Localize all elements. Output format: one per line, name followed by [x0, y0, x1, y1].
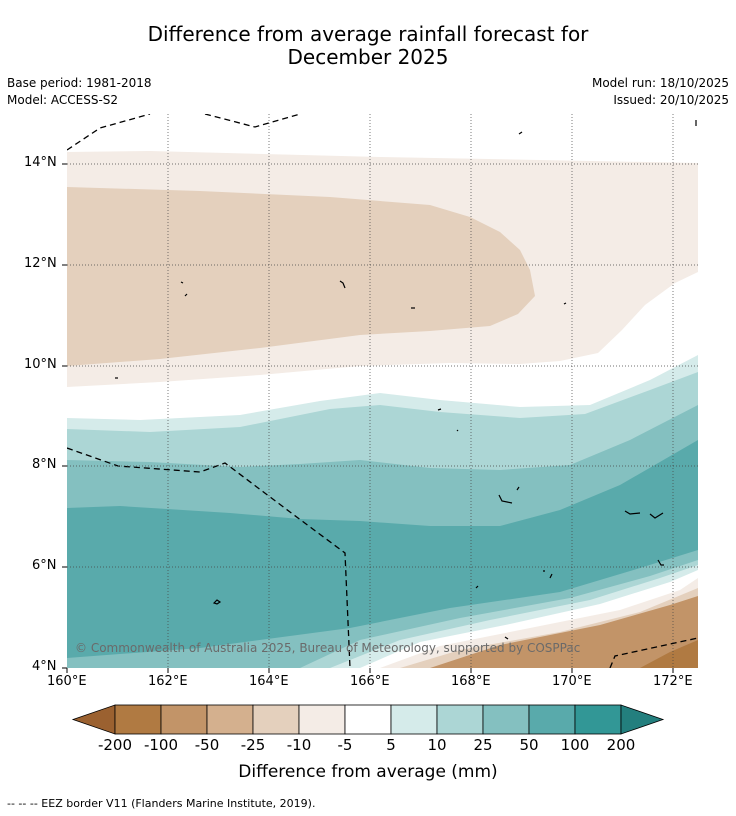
- colorbar-label: 50: [519, 736, 539, 754]
- contour-south-dry-50: [640, 640, 698, 668]
- colorbar-segment: [436, 704, 484, 735]
- eez-legend-note: -- -- -- EEZ border V11 (Flanders Marine…: [7, 797, 316, 810]
- colorbar-segment: [298, 704, 346, 735]
- colorbar-segment: [574, 704, 622, 735]
- axis-ticks: [62, 163, 674, 673]
- colorbar-segment: [528, 704, 576, 735]
- eez-border-north: [67, 114, 301, 151]
- colorbar-extend-low: [71, 704, 116, 735]
- map-contours: [67, 114, 698, 668]
- colorbar-label: -100: [143, 736, 179, 754]
- eez-border-south: [609, 637, 698, 668]
- lat-label-12n: 12°N: [24, 256, 57, 271]
- colorbar-label: 5: [386, 736, 396, 754]
- colorbar-label: 200: [606, 736, 636, 754]
- colorbar-title: Difference from average (mm): [238, 762, 498, 782]
- colorbar-label: 10: [427, 736, 447, 754]
- lon-label-168e: 168°E: [451, 674, 491, 689]
- lon-label-164e: 164°E: [249, 674, 289, 689]
- lon-label-162e: 162°E: [148, 674, 188, 689]
- contour-dry-moderate: [67, 187, 535, 366]
- base-period: Base period: 1981-2018: [7, 76, 152, 90]
- copyright-notice: © Commonwealth of Australia 2025, Bureau…: [75, 641, 581, 655]
- lon-label-170e: 170°E: [552, 674, 592, 689]
- contour-south-dry-25: [430, 596, 698, 668]
- lon-label-160e: 160°E: [47, 674, 87, 689]
- lat-label-8n: 8°N: [32, 457, 57, 472]
- colorbar-segment: [160, 704, 208, 735]
- lat-label-4n: 4°N: [32, 659, 57, 674]
- colorbar-label: -10: [286, 736, 312, 754]
- islands: [115, 120, 697, 640]
- lon-label-172e: 172°E: [653, 674, 693, 689]
- colorbar-segment: [206, 704, 254, 735]
- colorbar-label: -5: [337, 736, 353, 754]
- gridlines: [67, 114, 698, 668]
- lon-label-166e: 166°E: [350, 674, 390, 689]
- lat-label-6n: 6°N: [32, 558, 57, 573]
- colorbar-label: 25: [473, 736, 493, 754]
- colorbar-segment: [114, 704, 162, 735]
- colorbar-extend-high: [620, 704, 665, 735]
- colorbar-label: -50: [194, 736, 220, 754]
- colorbar: [71, 704, 665, 735]
- colorbar-label: -200: [97, 736, 133, 754]
- colorbar-label: -25: [240, 736, 266, 754]
- colorbar-segment: [482, 704, 530, 735]
- model-run: Model run: 18/10/2025: [591, 76, 729, 90]
- lat-label-14n: 14°N: [24, 155, 57, 170]
- map-title-line2: December 2025: [287, 45, 449, 69]
- model-name: Model: ACCESS-S2: [7, 93, 119, 107]
- colorbar-segment: [390, 704, 438, 735]
- lat-label-10n: 10°N: [24, 357, 57, 372]
- colorbar-segment: [252, 704, 300, 735]
- colorbar-segment: [344, 704, 392, 735]
- colorbar-label: 100: [560, 736, 590, 754]
- issued-date: Issued: 20/10/2025: [613, 93, 729, 107]
- map-title-line1: Difference from average rainfall forecas…: [147, 22, 589, 46]
